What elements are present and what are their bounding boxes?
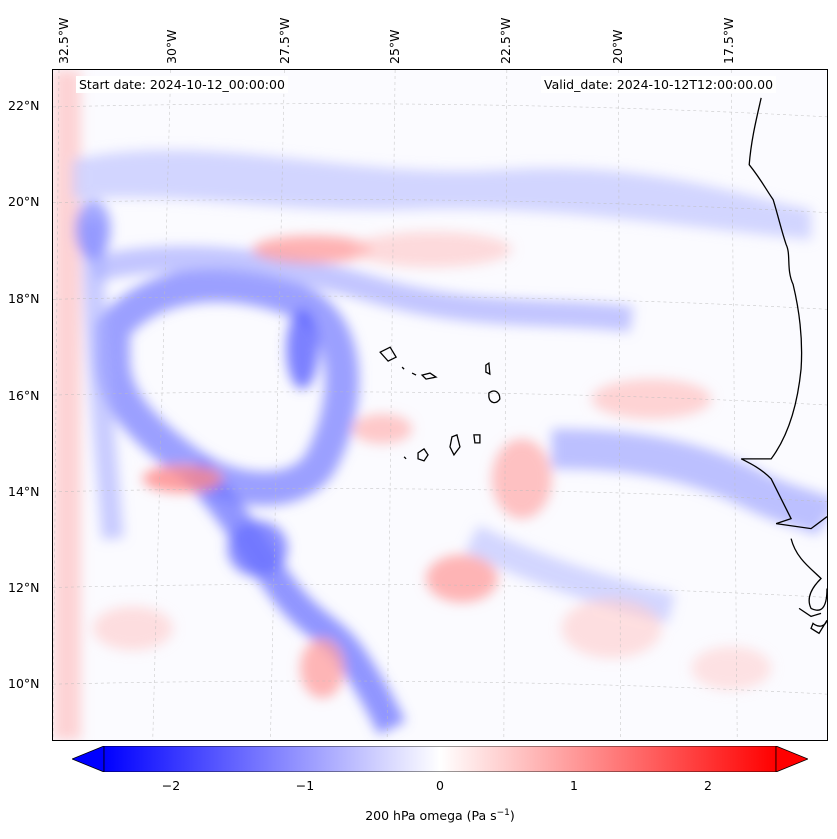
start-date-label: Start date: 2024-10-12_00:00:00 [76,76,288,93]
colorbar-extend-right [775,746,808,772]
blue-diagonal [181,458,406,735]
lat-label-20n: 20°N [8,194,40,209]
red-patch-11 [691,646,772,691]
lon-label-27-5w: 27.5°W [277,17,292,64]
lon-label-25w: 25°W [387,29,402,64]
colorbar-tick-2: 2 [704,778,712,793]
blue-band-north [72,150,812,240]
colorbar-title-prefix: 200 hPa omega (Pa s [365,808,497,824]
coastline [740,97,827,635]
field-patches [53,70,827,740]
blue-core-1 [286,309,319,390]
lon-label-32-5w: 32.5°W [56,17,71,64]
red-patch-4 [491,438,552,519]
colorbar [72,746,808,772]
map-panel [52,69,828,741]
colorbar-body [103,746,777,772]
red-patch-7 [561,598,662,659]
lon-label-20w: 20°W [610,29,625,64]
red-patch-1 [252,235,373,264]
blue-east-band [551,428,827,537]
blue-south-east [465,525,676,623]
colorbar-title: 200 hPa omega (Pa s−1) [365,808,515,823]
lat-label-14n: 14°N [8,484,40,499]
lat-label-22n: 22°N [8,98,40,113]
lat-label-10n: 10°N [8,676,40,691]
lon-label-30w: 30°W [164,29,179,64]
colorbar-tick--2: −2 [161,778,181,793]
lon-label-17-5w: 17.5°W [721,17,736,64]
red-patch-6 [591,379,712,419]
valid-date-label: Valid_date: 2024-10-12T12:00:00.00 [541,76,777,93]
islands [379,346,501,462]
lat-label-18n: 18°N [8,291,40,306]
red-patch-2 [142,464,223,493]
colorbar-tick-0: 0 [436,778,444,793]
gridlines [53,70,827,740]
blue-core-3 [74,199,111,260]
red-patch-8 [352,231,512,268]
lon-label-22-5w: 22.5°W [498,17,513,64]
red-patch-5 [300,638,345,699]
blue-upper-arc [89,246,634,333]
lat-label-12n: 12°N [8,580,40,595]
colorbar-title-suffix: ) [509,808,515,824]
red-patch-9 [352,413,413,444]
red-patch-10 [92,606,173,651]
colorbar-title-sup: −1 [496,808,510,818]
colorbar-extend-left [72,746,105,772]
red-patch-3 [426,554,498,603]
blue-loop [95,267,359,506]
omega-field [53,70,827,740]
blue-core-2 [227,520,288,577]
colorbar-tick--1: −1 [295,778,315,793]
colorbar-tick-1: 1 [570,778,578,793]
lat-label-16n: 16°N [8,388,40,403]
